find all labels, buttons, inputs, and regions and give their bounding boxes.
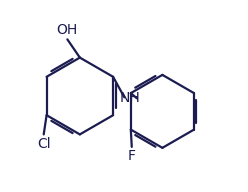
Text: F: F bbox=[128, 149, 136, 163]
Text: Cl: Cl bbox=[37, 137, 51, 151]
Text: NH: NH bbox=[120, 91, 141, 105]
Text: OH: OH bbox=[56, 23, 77, 37]
